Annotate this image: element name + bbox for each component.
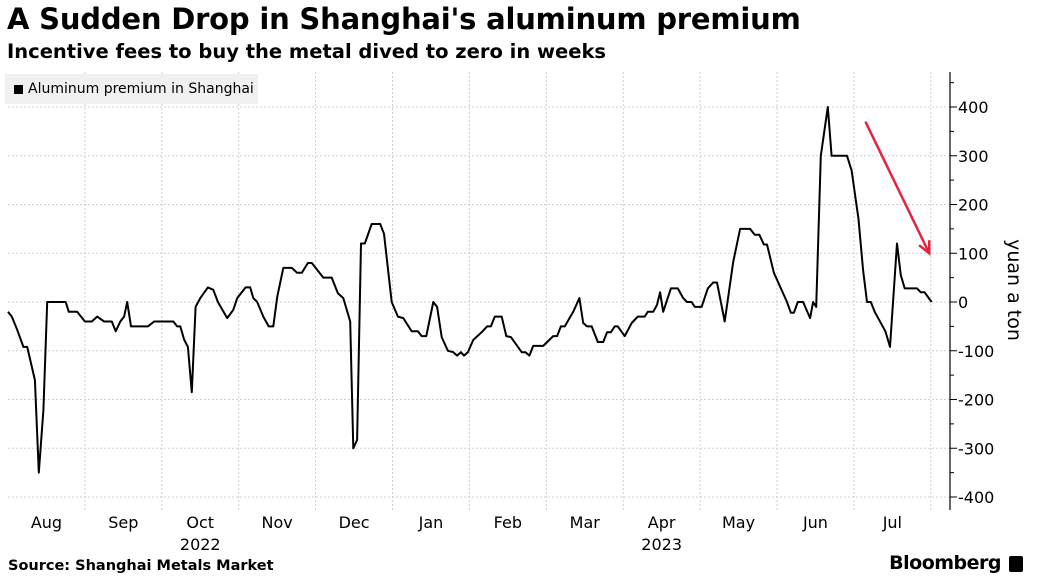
x-tick-label: Mar [570, 513, 601, 532]
legend-swatch [14, 84, 23, 94]
y-tick-label: 200 [958, 196, 989, 215]
y-tick-label: -200 [958, 391, 994, 410]
chart-subtitle: Incentive fees to buy the metal dived to… [7, 40, 607, 63]
legend-label: Aluminum premium in Shanghai [28, 81, 254, 97]
brand-logo: Bloomberg [889, 552, 1001, 574]
legend: Aluminum premium in Shanghai [5, 74, 258, 104]
x-tick-label: May [722, 513, 755, 532]
y-tick-label: 300 [958, 147, 989, 166]
y-tick-label: -400 [958, 488, 994, 507]
x-tick-label: Jan [418, 513, 444, 532]
y-tick-label: 400 [958, 98, 989, 117]
source-note: Source: Shanghai Metals Market [8, 558, 274, 574]
x-tick-label: Dec [339, 513, 370, 532]
annotation-arrow-head [918, 240, 931, 256]
series-line-aluminum-premium [7, 106, 933, 474]
chart-title: A Sudden Drop in Shanghai's aluminum pre… [7, 2, 801, 36]
y-axis-title: yuan a ton [1003, 239, 1025, 341]
y-tick-label: 100 [958, 244, 989, 263]
x-tick-label: Oct [186, 513, 214, 532]
y-tick-label: -300 [958, 439, 994, 458]
x-tick-label: Sep [108, 513, 138, 532]
x-tick-label: Aug [31, 513, 62, 532]
x-tick-label: Feb [494, 513, 522, 532]
x-tick-label: Nov [262, 513, 293, 532]
x-tick-label: Jul [882, 513, 902, 532]
x-year-label: 2023 [641, 535, 682, 554]
x-tick-label: Apr [648, 513, 676, 532]
x-tick-label: Jun [802, 513, 828, 532]
x-year-label: 2022 [180, 535, 221, 554]
annotation-arrow-shaft [864, 121, 931, 254]
y-tick-label: 0 [958, 293, 968, 312]
bloomberg-icon [1009, 556, 1023, 572]
y-tick-label: -100 [958, 342, 994, 361]
